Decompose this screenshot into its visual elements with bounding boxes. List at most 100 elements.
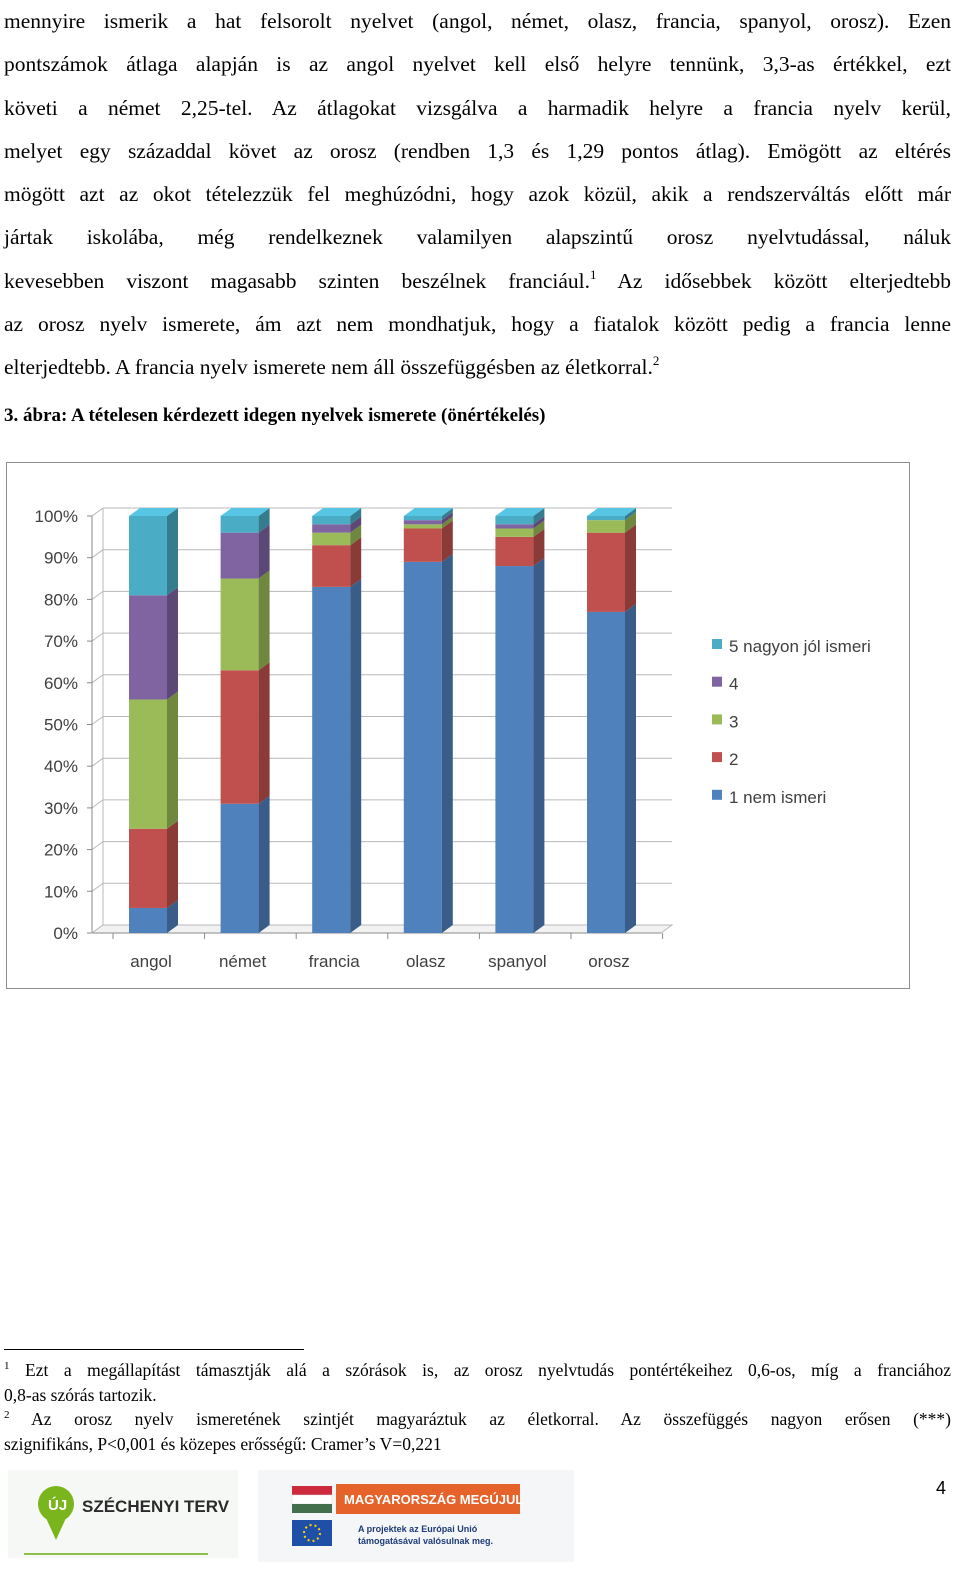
x-tick-label: angol — [130, 952, 172, 971]
bar-segment-side — [625, 508, 636, 521]
body-line: mögött azt az okot tételezzük fel meghúz… — [4, 182, 951, 207]
legend-label: 1 nem ismeri — [729, 788, 826, 807]
body-line: pontszámok átlaga alapján is az angol ny… — [4, 52, 951, 77]
bar-segment-side — [441, 512, 453, 525]
footnote-ref-2: 2 — [652, 353, 660, 369]
footnote-mark: 1 — [4, 1360, 10, 1372]
legend-swatch — [712, 789, 722, 800]
bar-segment-side — [167, 691, 178, 829]
bar-segment-side — [441, 516, 453, 529]
gridline-side — [91, 632, 104, 642]
bar-segment-side — [167, 508, 178, 596]
bar-segment-side — [258, 662, 270, 804]
szechenyi-terv-text: SZÉCHENYI TERV — [82, 1497, 230, 1516]
bar-segment-side — [533, 508, 545, 525]
bar-top — [403, 508, 453, 516]
y-tick-label: 30% — [44, 799, 78, 818]
svg-text:ÚJ: ÚJ — [48, 1496, 67, 1514]
y-tick-label: 50% — [44, 716, 78, 735]
bar-segment-side — [533, 528, 545, 567]
body-paragraph: mennyire ismerik a hat felsorolt nyelvet… — [4, 0, 951, 390]
bar-segment-side — [258, 570, 270, 671]
x-tick-label: német — [219, 952, 267, 971]
bar-segment — [312, 586, 351, 933]
bar-segment-side — [441, 508, 453, 521]
footnote-text: Ezt a megállapítást támasztják alá a szó… — [25, 1360, 952, 1380]
gridline-side — [91, 799, 104, 809]
x-tick-label: spanyol — [488, 952, 547, 971]
bar-segment — [129, 595, 167, 700]
body-line: mennyire ismerik a hat felsorolt nyelvet… — [4, 9, 951, 33]
y-tick-label: 70% — [44, 632, 78, 651]
legend-label: 2 — [729, 750, 738, 769]
y-tick-label: 40% — [44, 757, 78, 776]
bar-segment — [403, 524, 442, 529]
bar-segment — [587, 520, 625, 533]
x-tick-label: francia — [309, 952, 361, 971]
legend-swatch — [712, 752, 722, 763]
gridline-side — [91, 716, 104, 725]
bar-segment — [495, 566, 534, 933]
y-tick-label: 80% — [44, 590, 78, 609]
bar-segment — [129, 516, 167, 596]
body-line-last: elterjedtebb. A francia nyelv ismerete n… — [4, 346, 951, 389]
bar-segment — [495, 528, 534, 537]
bar-segment — [587, 532, 625, 612]
gridline-side — [91, 507, 104, 517]
legend-label: 3 — [729, 712, 738, 731]
footnote-text: Az orosz nyelv ismeretének szintjét magy… — [31, 1409, 951, 1429]
gridline-side — [91, 882, 104, 892]
bar-segment — [129, 699, 167, 829]
bar-segment-side — [350, 524, 362, 546]
bar-top — [587, 508, 636, 516]
footnote-line: 2 Az orosz nyelv ismeretének szintjét ma… — [4, 1407, 951, 1432]
body-line-with-footnote: kevesebben viszont magasabb szinten besz… — [4, 260, 951, 303]
gridline-side — [91, 549, 104, 559]
bar-segment — [129, 907, 167, 933]
szechenyi-terv-logo: ÚJ SZÉCHENYI TERV — [8, 1470, 238, 1558]
y-tick-label: 90% — [44, 549, 78, 568]
bar-segment-side — [625, 524, 636, 612]
body-line-text: elterjedtebb. A francia nyelv ismerete n… — [4, 355, 653, 380]
magyarorszag-megujul-logo: MAGYARORSZÁG MEGÚJUL A projektek az Euró… — [258, 1470, 574, 1562]
bar-segment-side — [350, 508, 362, 525]
bar-segment — [220, 532, 259, 579]
bar-segment-side — [350, 537, 362, 587]
bar-segment-side — [258, 524, 270, 579]
bar-top — [220, 508, 270, 516]
bar-segment-side — [258, 508, 270, 533]
body-line: követi a német 2,25-tel. Az átlagokat vi… — [4, 95, 951, 120]
footnote-line: 0,8-as szórás tartozik. — [4, 1384, 157, 1405]
gridline-side — [91, 674, 104, 684]
body-line-text: kevesebben viszont magasabb szinten besz… — [4, 268, 591, 293]
legend-swatch — [712, 714, 722, 725]
footnote-separator — [4, 1349, 304, 1350]
bar-segment-side — [533, 520, 545, 537]
y-tick-label: 0% — [53, 924, 78, 943]
x-tick-label: orosz — [588, 952, 630, 971]
x-tick-label: olasz — [406, 952, 446, 971]
bar-segment — [587, 611, 625, 933]
bar-segment-side — [441, 553, 453, 933]
bar-segment-side — [441, 520, 453, 562]
bar-segment-side — [350, 578, 362, 933]
megujul-text: MAGYARORSZÁG MEGÚJUL — [344, 1492, 523, 1507]
bar-segment-side — [167, 820, 178, 908]
y-tick-label: 60% — [44, 674, 78, 693]
body-line-text: Az idősebbek között elterjedtebb — [617, 268, 951, 293]
bar-segment — [312, 545, 351, 587]
bar-segment-side — [258, 795, 270, 933]
bar-segment-side — [167, 899, 178, 933]
eu-text-1: A projektek az Európai Unió — [358, 1524, 478, 1534]
legend-swatch — [712, 639, 722, 649]
floor — [90, 924, 674, 934]
bar-segment — [129, 828, 167, 908]
body-line: melyet egy századdal követ az orosz (ren… — [4, 138, 951, 163]
bar-segment — [312, 532, 351, 546]
y-tick-label: 20% — [44, 841, 78, 860]
footnote-line: szignifikáns, P<0,001 és közepes erősség… — [4, 1433, 442, 1454]
body-line: jártak iskolába, még rendelkeznek valami… — [4, 225, 951, 250]
bar-segment — [495, 536, 534, 567]
bar-top — [495, 508, 545, 516]
footnote-1: 1 Ezt a megállapítást támasztják alá a s… — [4, 1358, 951, 1407]
